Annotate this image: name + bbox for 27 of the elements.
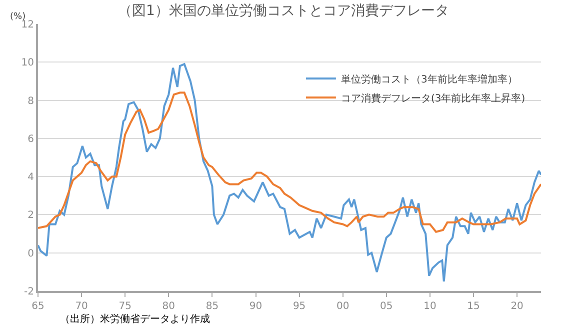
x-tick-label: 20: [510, 301, 524, 312]
legend-label: 単位労働コスト（3年前比年率増加率）: [340, 73, 518, 86]
x-tick-label: 15: [467, 301, 480, 312]
x-tick-label: 85: [206, 301, 219, 312]
y-tick-label: 6: [28, 134, 34, 145]
text: （出所）米労働省データより作成: [60, 313, 210, 325]
chart-title: （図1）米国の単位労働コストとコア消費デフレータ: [118, 2, 449, 19]
x-tick-label: 00: [336, 301, 350, 312]
y-tick-label: -2: [24, 286, 34, 298]
x-tick-label: 70: [75, 301, 88, 312]
y-tick-label: 0: [28, 248, 34, 260]
line-series: [38, 92, 541, 233]
x-tick-label: 65: [32, 301, 44, 312]
y-tick-label: 8: [28, 96, 34, 107]
y-tick-label: 10: [21, 58, 34, 69]
y-tick-label: 2: [28, 210, 34, 222]
legend-label: コア消費デフレータ(3年前比年率上昇率): [340, 92, 526, 104]
y-tick-label: 4: [28, 172, 34, 184]
x-tick-label: 80: [162, 301, 176, 312]
x-tick-label: 05: [380, 301, 393, 312]
y-axis-title: (%): [10, 12, 26, 22]
x-tick-label: 90: [249, 301, 262, 312]
y-tick-label: 12: [21, 20, 34, 30]
x-tick-label: 95: [292, 301, 306, 312]
line-series: [38, 63, 541, 282]
x-tick-label: 10: [424, 301, 436, 312]
x-tick-label: 75: [118, 301, 132, 312]
